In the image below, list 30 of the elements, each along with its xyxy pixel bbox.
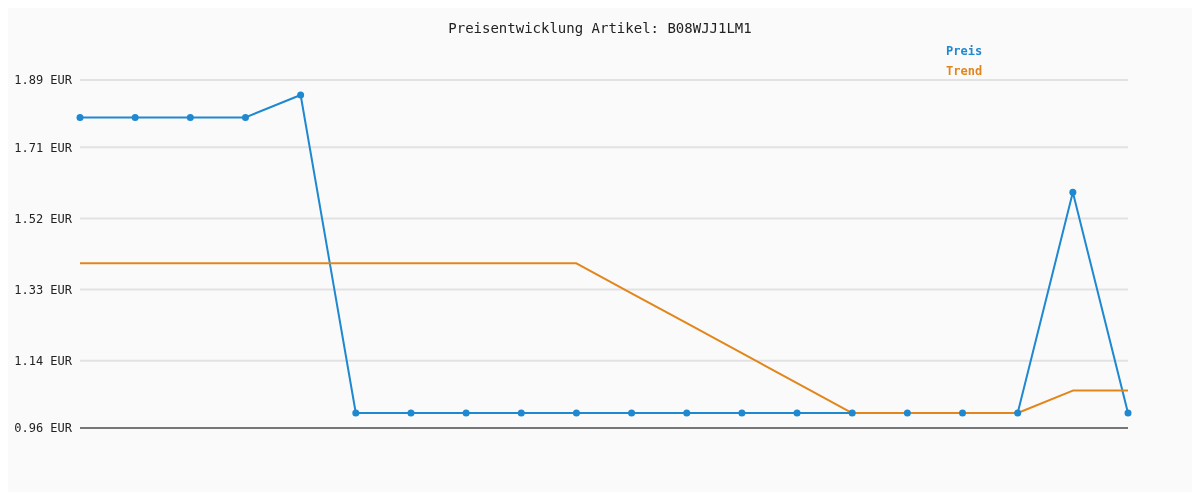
chart-title: Preisentwicklung Artikel: B08WJJ1LM1	[447, 20, 753, 36]
point	[1069, 188, 1077, 196]
point	[462, 409, 470, 417]
point	[131, 113, 139, 121]
point	[76, 113, 84, 121]
y-tick-label: 1.52 EUR	[14, 211, 73, 226]
point	[517, 409, 525, 417]
y-tick-label: 1.14 EUR	[14, 353, 73, 368]
y-tick-label: 1.71 EUR	[14, 140, 73, 155]
point	[848, 409, 856, 417]
point	[186, 113, 194, 121]
point	[572, 409, 580, 417]
point	[628, 409, 636, 417]
text: Preis	[946, 44, 983, 60]
y-tick-label: 1.33 EUR	[14, 282, 73, 297]
point	[297, 91, 305, 99]
line-series	[79, 262, 1129, 415]
point	[352, 409, 360, 417]
y-tick-label: 1.89 EUR	[14, 73, 73, 88]
point	[793, 409, 801, 417]
point	[241, 113, 249, 121]
point	[407, 409, 415, 417]
point	[959, 409, 967, 417]
text: Trend	[946, 64, 983, 80]
y-tick-label: 0.96 EUR	[14, 421, 73, 436]
point	[738, 409, 746, 417]
point	[903, 409, 911, 417]
point	[1014, 409, 1022, 417]
point	[1124, 409, 1132, 417]
point	[683, 409, 691, 417]
